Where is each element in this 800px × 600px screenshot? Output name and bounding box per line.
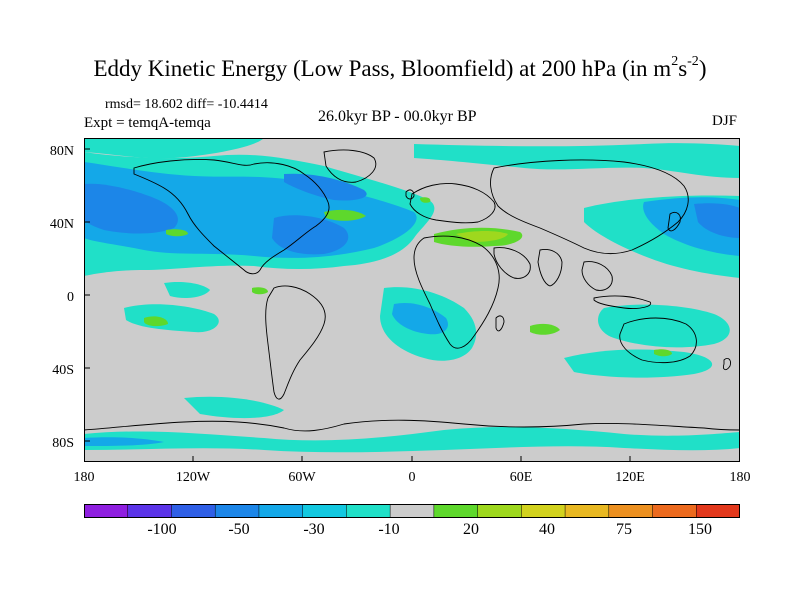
colorbar-cell-6 — [346, 504, 391, 518]
world-map — [84, 138, 740, 462]
x-tick-0: 0 — [408, 470, 416, 485]
colorbar-label-75: 75 — [616, 521, 632, 538]
colorbar-cell-4 — [258, 504, 304, 518]
colorbar-cell-0 — [84, 504, 129, 518]
x-tick-180e: 180 — [729, 470, 751, 485]
y-tick-80s: 80S — [52, 436, 74, 451]
colorbar-cell-2 — [171, 504, 216, 518]
coast-madagascar — [495, 315, 505, 332]
x-tick-180w: 180 — [73, 470, 95, 485]
coast-africa — [413, 235, 500, 349]
x-tick-60w: 60W — [288, 470, 316, 485]
colorbar-cell-9 — [477, 504, 523, 518]
x-tick-60e: 60E — [509, 470, 533, 485]
colorbar-cell-12 — [608, 504, 654, 518]
y-tick-40s: 40S — [52, 363, 74, 378]
y-tick-0: 0 — [67, 290, 74, 305]
coast-south-america — [265, 285, 326, 400]
stats-text: rmsd= 18.602 diff= -10.4414 — [105, 97, 268, 112]
south-atlantic-mid — [392, 302, 448, 335]
europe-positive — [420, 197, 431, 203]
south-pacific-band — [124, 304, 219, 333]
contour-fields — [84, 138, 740, 453]
coastlines — [84, 149, 740, 432]
east-pacific-band — [164, 281, 210, 298]
colorbar-cell-7 — [389, 504, 435, 518]
coast-india — [537, 249, 563, 287]
australia-band — [598, 304, 730, 348]
colorbar-cell-1 — [127, 504, 173, 518]
coast-europe — [409, 183, 496, 224]
colorbar-label-40: 40 — [539, 521, 555, 538]
colorbar-label-neg30: -30 — [303, 521, 325, 538]
period-label: 26.0kyr BP - 00.0kyr BP — [318, 108, 477, 125]
colorbar-label-150: 150 — [688, 521, 712, 538]
indian-ocean-band — [564, 349, 713, 378]
colorbar-frame — [84, 504, 740, 518]
pacific-positive — [166, 229, 188, 237]
x-tick-120e: 120E — [615, 470, 645, 485]
antarctic-mid — [84, 437, 164, 446]
atlantic-positive — [324, 209, 366, 221]
colorbar-cell-10 — [521, 504, 566, 518]
season-label: DJF — [712, 113, 738, 129]
coast-indonesia — [593, 295, 652, 309]
colorbar-cell-11 — [564, 504, 610, 518]
colorbar-cell-13 — [652, 504, 698, 518]
y-tick-80n: 80N — [49, 144, 74, 159]
colorbar-cell-8 — [433, 504, 479, 518]
colorbar — [84, 504, 740, 518]
map-ticks — [84, 148, 631, 462]
coast-uk — [405, 189, 415, 200]
y-tick-40n: 40N — [49, 217, 74, 232]
north-band-weak — [84, 138, 264, 159]
experiment-label: Expt = temqA-temqa — [84, 115, 211, 131]
mediterranean-positive-strong — [456, 231, 508, 242]
chart-title: Eddy Kinetic Energy (Low Pass, Bloomfiel… — [93, 54, 707, 81]
coast-new-zealand — [723, 357, 731, 371]
colorbar-cell-14 — [696, 504, 740, 518]
coast-antarctica — [84, 419, 740, 432]
colorbar-label-neg100: -100 — [147, 521, 177, 538]
colorbar-cell-3 — [214, 504, 260, 518]
colorbar-label-neg50: -50 — [228, 521, 250, 538]
north-canada-core — [284, 173, 367, 201]
x-tick-120w: 120W — [175, 470, 211, 485]
coast-greenland — [323, 149, 377, 183]
coast-southeast-asia — [581, 261, 613, 291]
pacific-west-core — [694, 203, 740, 238]
coast-north-america — [133, 159, 330, 275]
colorbar-label-neg10: -10 — [378, 521, 400, 538]
tropical-positive-1 — [252, 287, 268, 295]
colorbar-label-20: 20 — [463, 521, 479, 538]
south-band-weak — [184, 396, 284, 419]
north-pacific-core — [84, 183, 178, 234]
coast-australia — [619, 317, 697, 364]
eurasia-north-weak — [414, 143, 740, 178]
indian-positive — [530, 323, 560, 335]
coast-arabia — [493, 247, 531, 279]
colorbar-cell-5 — [302, 504, 348, 518]
australia-positive — [654, 349, 672, 357]
antarctic-band — [84, 427, 740, 453]
coast-asia — [490, 159, 689, 255]
tropical-positive-2 — [144, 316, 168, 327]
coast-japan — [667, 211, 681, 232]
